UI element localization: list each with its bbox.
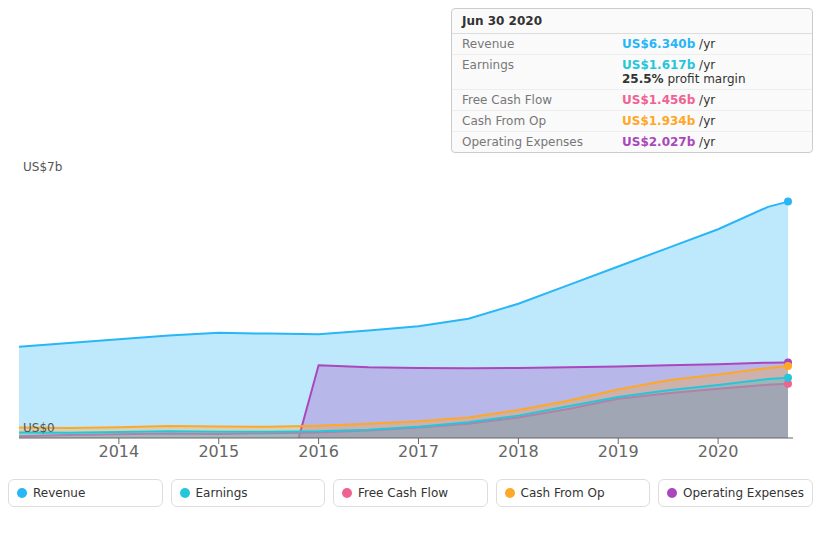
svg-text:2015: 2015 bbox=[198, 442, 239, 461]
html-text:US$2.027b /yr: US$2.027b /yr bbox=[622, 135, 716, 149]
html-text:Jun 30 2020: Jun 30 2020 bbox=[462, 14, 542, 28]
html-text:US$1.617b /yr: US$1.617b /yr bbox=[622, 58, 716, 72]
html-text:Earnings: Earnings bbox=[195, 486, 248, 500]
html-text:Operating Expenses: Operating Expenses bbox=[683, 486, 804, 500]
svg-text:2018: 2018 bbox=[498, 442, 539, 461]
html-text:Free Cash Flow: Free Cash Flow bbox=[462, 93, 553, 107]
html-text:Cash From Op: Cash From Op bbox=[462, 114, 546, 128]
svg-text:2020: 2020 bbox=[698, 442, 739, 461]
html-text:25.5% profit margin: 25.5% profit margin bbox=[622, 72, 746, 86]
html-text:Operating Expenses: Operating Expenses bbox=[462, 135, 583, 149]
html-text:Revenue: Revenue bbox=[462, 37, 515, 51]
svg-text:2014: 2014 bbox=[99, 442, 140, 461]
svg-text:US$7b: US$7b bbox=[23, 160, 62, 174]
html-text:Cash From Op: Cash From Op bbox=[520, 486, 605, 500]
html-text:Revenue: Revenue bbox=[33, 486, 86, 500]
html-text:US$1.934b /yr: US$1.934b /yr bbox=[622, 114, 716, 128]
svg-text:2016: 2016 bbox=[298, 442, 339, 461]
svg-text:2017: 2017 bbox=[398, 442, 439, 461]
html-text:Earnings: Earnings bbox=[462, 58, 515, 72]
svg-text:US$0: US$0 bbox=[23, 421, 55, 435]
html-text:US$1.456b /yr: US$1.456b /yr bbox=[622, 93, 716, 107]
html-text:US$6.340b /yr: US$6.340b /yr bbox=[622, 37, 716, 51]
svg-text:2019: 2019 bbox=[598, 442, 639, 461]
html-text:Free Cash Flow: Free Cash Flow bbox=[358, 486, 449, 500]
